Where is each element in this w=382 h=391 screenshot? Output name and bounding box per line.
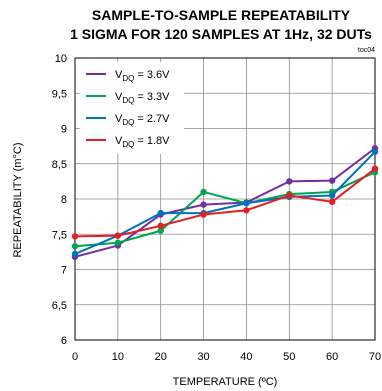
legend-entry: VDQ = 2.7V <box>115 113 170 127</box>
data-point <box>157 222 164 229</box>
x-tick-label: 50 <box>283 351 295 363</box>
y-tick-label: 7 <box>61 265 67 277</box>
plot-area-frame <box>74 57 376 341</box>
series-group <box>71 145 379 261</box>
data-point <box>200 201 207 208</box>
data-point <box>328 192 336 199</box>
x-tick-label: 70 <box>369 351 381 363</box>
legend-entry: VDQ = 1.8V <box>115 135 170 149</box>
data-point <box>371 165 379 172</box>
data-point <box>243 200 250 207</box>
data-point <box>328 177 336 184</box>
y-tick-label: 7,5 <box>52 229 67 241</box>
data-point <box>114 239 122 246</box>
chart-title-line-1: SAMPLE-TO-SAMPLE REPEATABILITY <box>92 7 351 23</box>
legend-entry: VDQ = 3.6V <box>115 69 170 83</box>
x-axis-ticks: 0 10 20 30 40 50 60 70 <box>72 351 381 363</box>
y-tick-label: 6,5 <box>52 300 67 312</box>
chart-title-line-2: 1 SIGMA FOR 120 SAMPLES AT 1Hz, 32 DUTs <box>70 26 372 42</box>
x-tick-label: 60 <box>326 351 338 363</box>
series-line-2 <box>74 171 376 248</box>
data-point <box>328 198 336 206</box>
series-line-3 <box>74 151 376 255</box>
series-line-4 <box>74 167 376 238</box>
data-point <box>157 209 164 217</box>
y-tick-label: 8,5 <box>52 159 67 171</box>
y-tick-label: 9 <box>61 124 67 136</box>
data-point <box>286 192 293 199</box>
y-tick-label: 10 <box>55 53 67 65</box>
data-point <box>157 227 164 234</box>
x-tick-label: 10 <box>112 351 124 363</box>
y-tick-label: 9,5 <box>52 88 67 100</box>
figure-code: toc04 <box>358 47 375 54</box>
data-point <box>71 250 79 258</box>
data-point <box>114 232 122 239</box>
y-tick-label: 8 <box>61 194 67 206</box>
data-point <box>200 188 207 196</box>
legend-entry: VDQ = 3.3V <box>115 91 170 105</box>
data-point <box>71 233 79 240</box>
x-axis-label: TEMPERATURE (ºC) <box>173 376 278 388</box>
data-point <box>243 207 250 214</box>
y-tick-label: 6 <box>61 335 67 347</box>
legend: VDQ = 3.6V VDQ = 3.3V VDQ = 2.7V VDQ = 1.8V <box>80 62 184 154</box>
legend-background <box>80 62 184 154</box>
x-tick-label: 40 <box>240 351 252 363</box>
data-point <box>200 211 207 218</box>
data-point <box>371 148 379 155</box>
data-point <box>71 243 79 250</box>
data-point <box>286 178 293 185</box>
x-tick-label: 0 <box>72 351 78 363</box>
x-tick-label: 20 <box>155 351 167 363</box>
x-tick-label: 30 <box>197 351 209 363</box>
y-axis-ticks: 6 6,5 7 7,5 8 8,5 9 9,5 10 <box>52 53 67 347</box>
y-axis-label: REPEATABILITY (m°C) <box>12 142 24 257</box>
